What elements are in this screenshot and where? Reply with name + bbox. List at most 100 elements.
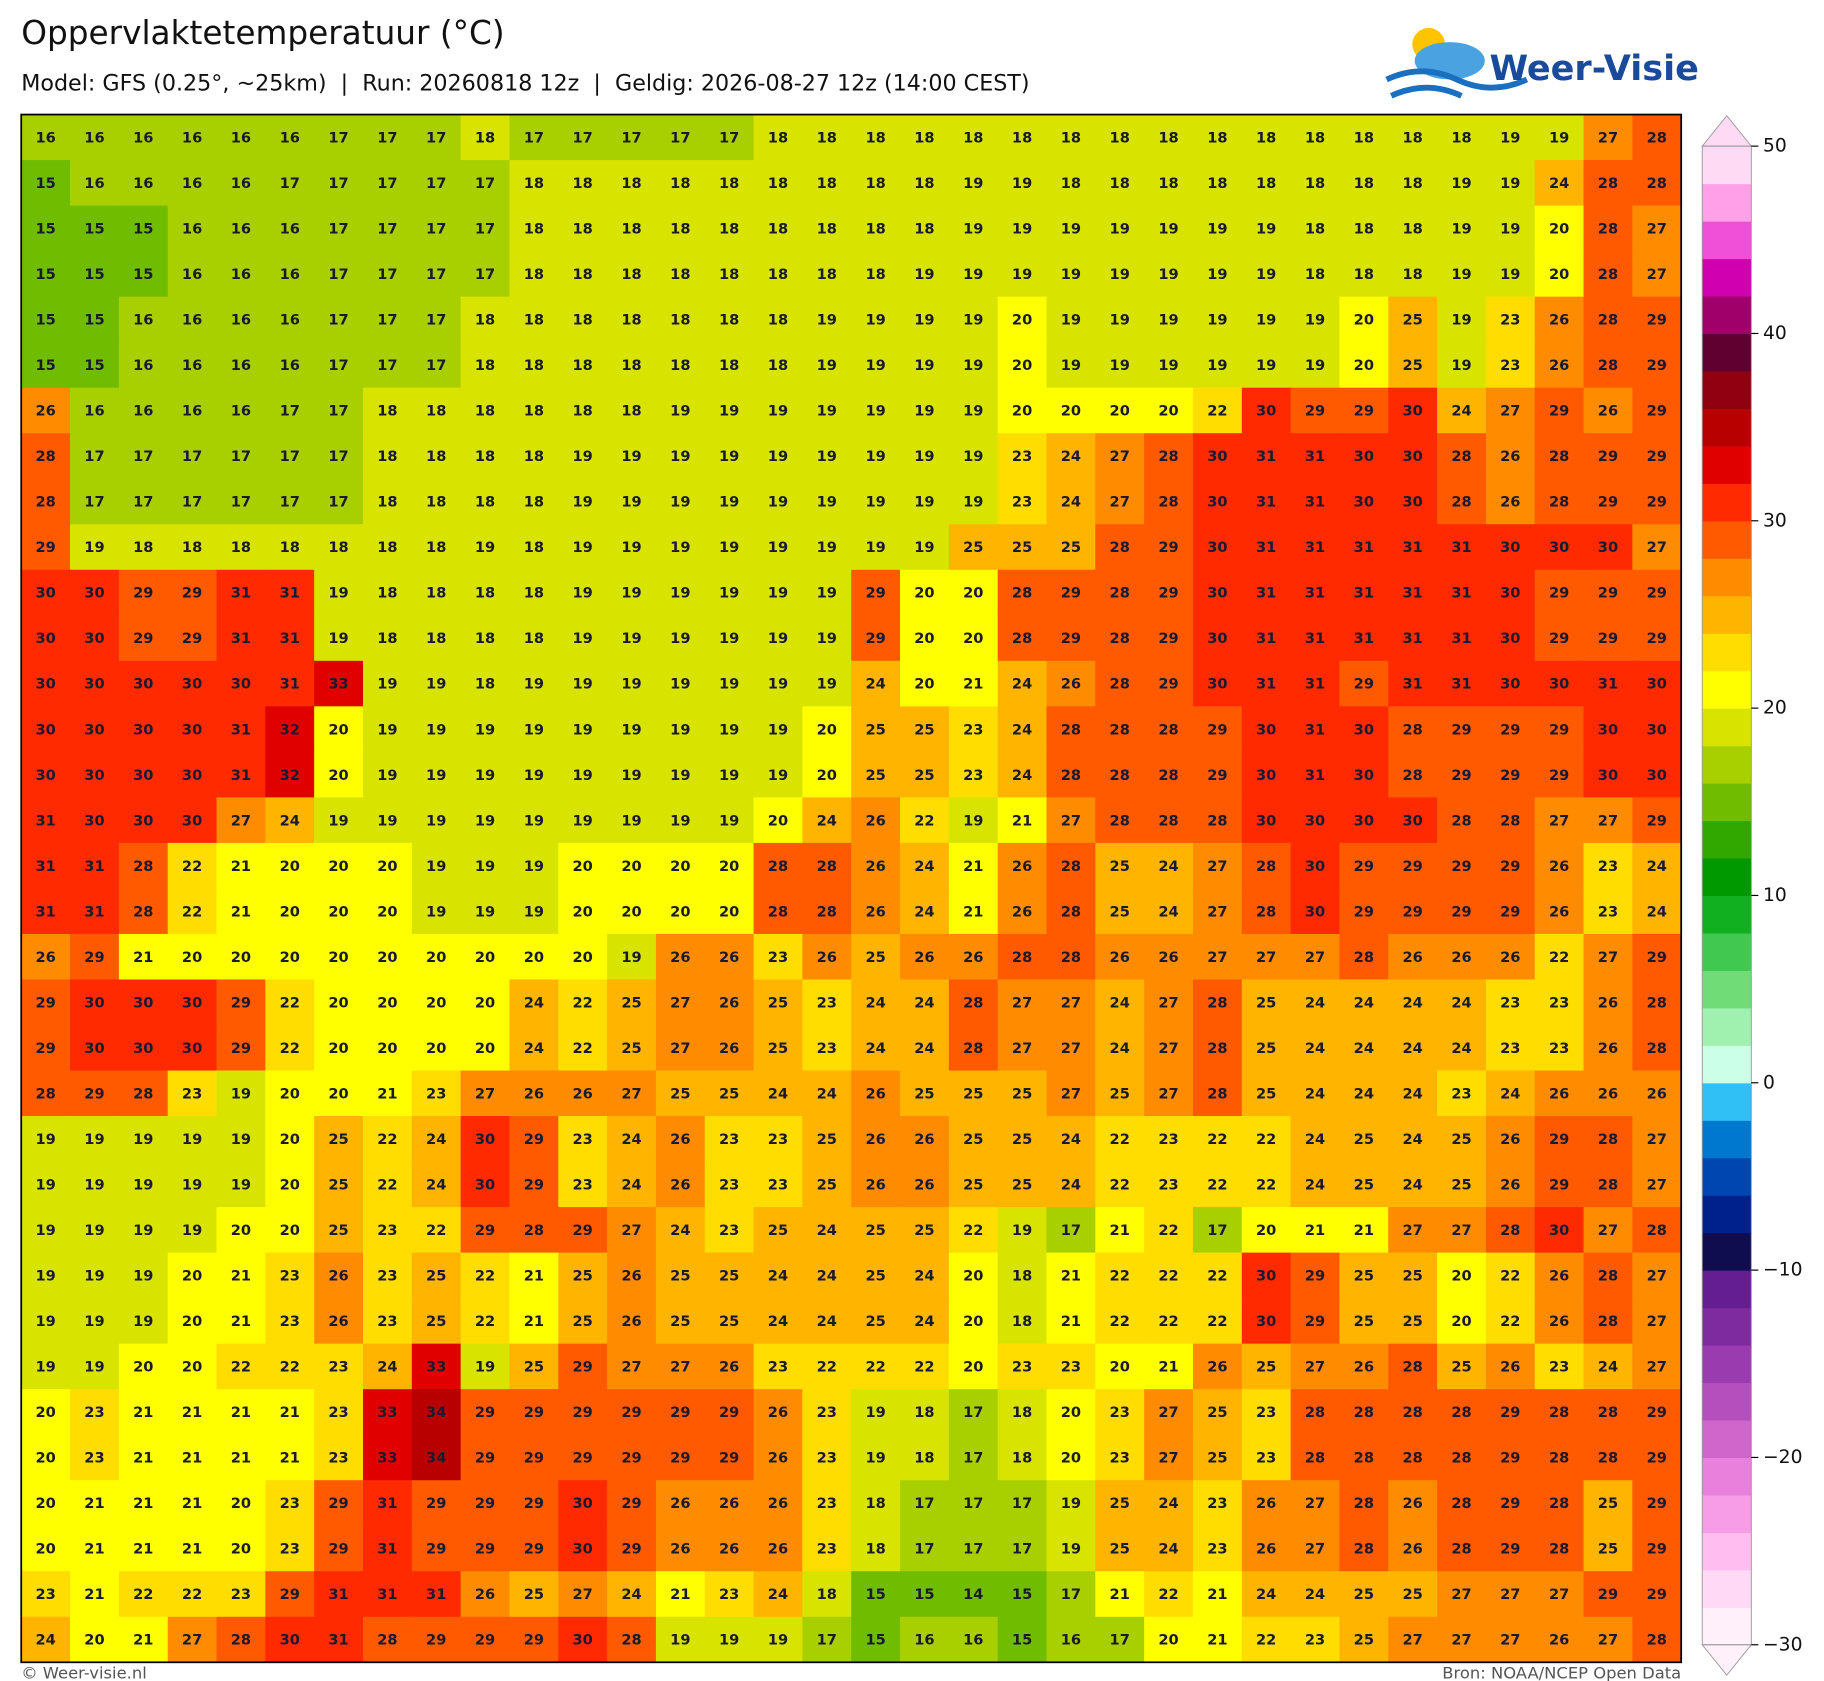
temperature-label: 28 [1354, 1541, 1374, 1558]
temperature-label: 22 [1110, 1176, 1130, 1193]
temperature-cell [460, 1024, 511, 1072]
temperature-label: 27 [670, 994, 690, 1011]
temperature-cell [1241, 1252, 1292, 1299]
temperature-label: 22 [1158, 1586, 1178, 1603]
temperature-label: 20 [328, 767, 348, 784]
temperature-label: 15 [84, 221, 104, 238]
temperature-label: 17 [84, 494, 104, 511]
temperature-cell [1339, 1024, 1389, 1072]
temperature-cell [1046, 569, 1097, 616]
temperature-cell [314, 1252, 364, 1299]
temperature-label: 26 [719, 949, 739, 966]
temperature-label: 19 [35, 1176, 55, 1193]
temperature-cell [1241, 933, 1292, 981]
temperature-label: 22 [1158, 1268, 1178, 1285]
temperature-cell [1534, 342, 1585, 389]
temperature-cell [997, 1298, 1048, 1345]
temperature-cell [362, 1116, 413, 1163]
temperature-label: 24 [1061, 1176, 1081, 1193]
temperature-cell [21, 433, 71, 480]
temperature-label: 25 [1012, 1176, 1032, 1193]
temperature-cell [167, 751, 218, 799]
temperature-cell [948, 342, 999, 389]
temperature-label: 20 [670, 858, 690, 875]
temperature-cell [460, 888, 511, 935]
temperature-label: 28 [1402, 1404, 1422, 1421]
temperature-label: 19 [426, 858, 446, 875]
temperature-label: 25 [1354, 1313, 1374, 1330]
temperature-cell [1095, 1252, 1145, 1299]
temperature-label: 18 [719, 175, 739, 192]
temperature-label: 25 [1402, 1268, 1422, 1285]
temperature-label: 18 [573, 312, 593, 329]
temperature-label: 19 [817, 630, 837, 647]
temperature-cell [607, 1525, 657, 1572]
temperature-cell [558, 114, 608, 161]
temperature-cell [21, 387, 71, 434]
temperature-label: 28 [1207, 1085, 1227, 1102]
temperature-cell [1144, 1343, 1194, 1390]
temperature-label: 31 [1256, 630, 1276, 647]
temperature-cell [802, 478, 852, 525]
temperature-label: 17 [426, 357, 446, 374]
temperature-cell [1241, 1525, 1292, 1572]
temperature-cell [167, 478, 218, 525]
temperature-cell [558, 615, 608, 662]
temperature-cell [314, 1207, 364, 1254]
temperature-label: 26 [1549, 903, 1569, 920]
temperature-cell [900, 251, 950, 298]
temperature-label: 22 [1158, 1222, 1178, 1239]
temperature-label: 25 [914, 721, 934, 738]
temperature-label: 19 [817, 403, 837, 420]
temperature-cell [948, 524, 999, 571]
temperature-cell [558, 1525, 608, 1572]
temperature-label: 30 [35, 630, 55, 647]
temperature-label: 19 [817, 357, 837, 374]
temperature-cell [411, 1207, 462, 1254]
temperature-label: 20 [280, 1131, 300, 1148]
temperature-label: 18 [573, 266, 593, 283]
temperature-label: 34 [426, 1450, 446, 1467]
temperature-cell [411, 1298, 462, 1345]
temperature-cell [362, 1525, 413, 1572]
temperature-cell [704, 251, 755, 298]
temperature-label: 23 [1500, 312, 1520, 329]
temperature-cell [216, 1571, 267, 1618]
temperature-cell [509, 1024, 559, 1072]
temperature-cell [1046, 615, 1097, 662]
temperature-cell [509, 1161, 559, 1208]
temperature-cell [118, 478, 169, 525]
temperature-cell [1144, 933, 1194, 981]
temperature-cell [1144, 251, 1194, 298]
temperature-cell [1290, 1480, 1341, 1527]
temperature-cell [1290, 387, 1341, 434]
temperature-label: 26 [35, 949, 55, 966]
temperature-label: 28 [377, 1632, 397, 1649]
temperature-cell [851, 1252, 901, 1299]
temperature-cell [1339, 1298, 1389, 1345]
temperature-cell [1192, 842, 1243, 890]
temperature-label: 16 [182, 266, 202, 283]
temperature-label: 18 [817, 1586, 837, 1603]
temperature-cell [900, 1389, 950, 1436]
temperature-cell [167, 842, 218, 890]
temperature-cell [655, 160, 706, 207]
temperature-cell [1388, 478, 1438, 525]
temperature-label: 25 [914, 1222, 934, 1239]
temperature-label: 30 [475, 1131, 495, 1148]
temperature-label: 30 [1207, 676, 1227, 693]
temperature-label: 20 [377, 949, 397, 966]
temperature-cell [411, 296, 462, 343]
temperature-label: 15 [84, 357, 104, 374]
temperature-label: 16 [182, 403, 202, 420]
temperature-cell [704, 615, 755, 662]
temperature-cell [1534, 387, 1585, 434]
temperature-label: 19 [719, 448, 739, 465]
temperature-cell [948, 1434, 999, 1481]
temperature-label: 30 [1256, 403, 1276, 420]
temperature-cell [1437, 433, 1487, 480]
temperature-label: 27 [621, 1359, 641, 1376]
temperature-cell [314, 1116, 364, 1163]
temperature-label: 20 [328, 994, 348, 1011]
temperature-label: 29 [1647, 812, 1667, 829]
